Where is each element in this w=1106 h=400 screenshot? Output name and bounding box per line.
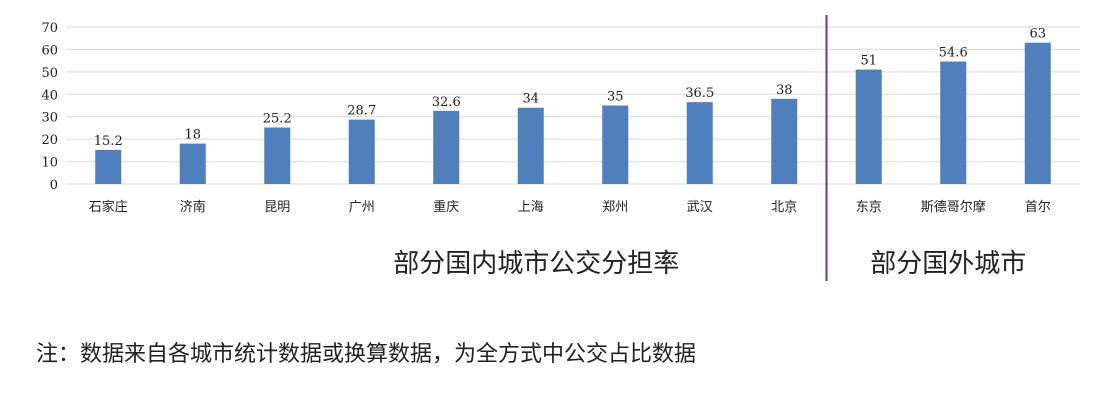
category-label: 武汉 xyxy=(687,200,713,215)
bar xyxy=(517,107,544,184)
category-label: 首尔 xyxy=(1025,200,1051,215)
data-label: 63 xyxy=(1029,27,1046,42)
category-label: 济南 xyxy=(180,199,206,215)
data-label: 18 xyxy=(184,128,201,143)
category-label: 斯德哥尔摩 xyxy=(921,199,986,215)
bar xyxy=(855,69,882,184)
data-label: 38 xyxy=(776,83,793,98)
y-tick-label: 30 xyxy=(41,111,58,126)
y-tick-label: 20 xyxy=(41,133,58,148)
footnote: 注：数据来自各城市统计数据或换算数据，为全方式中公交占比数据 xyxy=(36,342,697,367)
category-labels: 石家庄 济南 昆明 广州 重庆 上海 郑州 武汉 北京 东京 斯德哥尔摩 首尔 xyxy=(89,199,1051,215)
y-tick-label: 70 xyxy=(41,21,58,36)
category-label: 重庆 xyxy=(433,199,459,215)
category-label: 石家庄 xyxy=(89,199,128,215)
y-tick-label: 50 xyxy=(41,66,58,81)
group-label-foreign: 部分国外城市 xyxy=(870,249,1026,279)
category-label: 昆明 xyxy=(264,200,290,215)
data-label: 54.6 xyxy=(939,46,968,61)
category-label: 广州 xyxy=(349,200,375,215)
y-tick-label: 60 xyxy=(41,43,58,58)
bar-chart: 0 10 20 30 40 50 60 70 15.2 18 25.2 28.7 32.6 34 35 36… xyxy=(41,15,1080,281)
y-tick-label: 0 xyxy=(50,178,58,193)
category-label: 北京 xyxy=(771,200,797,215)
y-tick-label: 10 xyxy=(41,156,58,171)
bar xyxy=(264,127,291,184)
gridlines xyxy=(66,26,1080,185)
bar xyxy=(1024,42,1051,185)
category-label: 上海 xyxy=(518,200,544,215)
data-label: 51 xyxy=(860,54,877,69)
bar xyxy=(771,98,798,184)
data-label: 34 xyxy=(522,92,539,107)
group-label-domestic: 部分国内城市公交分担率 xyxy=(393,249,679,279)
bar xyxy=(179,143,206,184)
bars xyxy=(95,42,1051,185)
category-label: 东京 xyxy=(856,200,882,215)
data-label: 15.2 xyxy=(94,134,123,149)
data-label: 35 xyxy=(607,90,624,105)
bar xyxy=(940,61,967,184)
bar xyxy=(602,105,629,184)
y-axis-ticks: 0 10 20 30 40 50 60 70 xyxy=(41,21,58,193)
data-label: 25.2 xyxy=(263,111,292,126)
data-label: 28.7 xyxy=(347,104,376,119)
bar xyxy=(348,119,375,184)
bar xyxy=(433,110,460,184)
bar xyxy=(686,102,713,184)
data-label: 32.6 xyxy=(432,95,461,110)
bar xyxy=(95,149,122,184)
data-labels: 15.2 18 25.2 28.7 32.6 34 35 36.5 38 51 54.6 63 xyxy=(94,27,1046,149)
y-tick-label: 40 xyxy=(41,88,58,103)
category-label: 郑州 xyxy=(602,200,628,215)
data-label: 36.5 xyxy=(685,86,714,101)
